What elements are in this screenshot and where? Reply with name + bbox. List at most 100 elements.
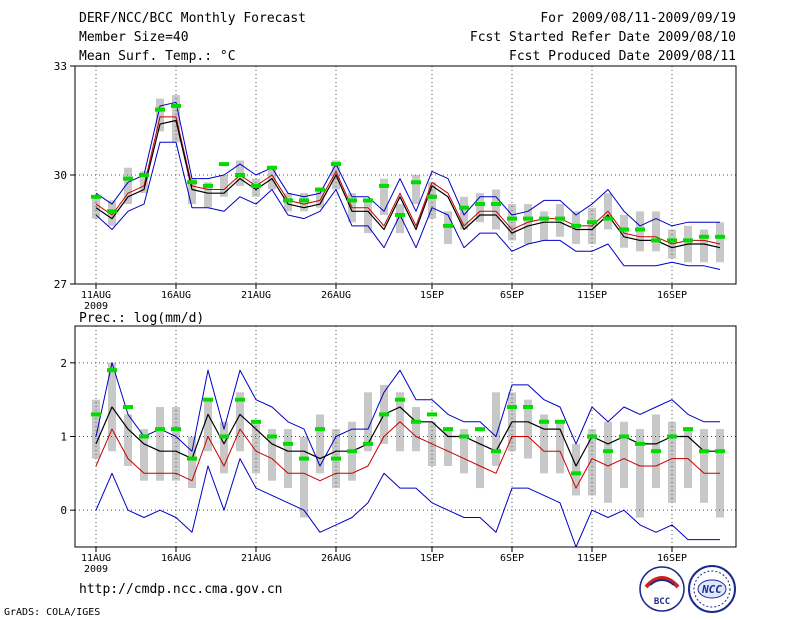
prec-spread-box	[92, 399, 100, 459]
prec-spread-box	[188, 436, 196, 489]
chart-title: DERF/NCC/BCC Monthly Forecast	[79, 11, 306, 26]
prec-observed-marker	[443, 427, 453, 432]
prec-observed-marker	[251, 419, 261, 424]
prec-spread-box	[556, 421, 564, 474]
prec-observed-marker	[459, 434, 469, 439]
prec-observed-marker	[219, 434, 229, 439]
prec-observed-marker	[635, 441, 645, 446]
prec-spread-box	[300, 436, 308, 518]
temp-spread-box	[716, 222, 724, 263]
prec-member-max-line	[95, 362, 720, 467]
temp-x-tick-label: 11AUG	[81, 290, 111, 301]
prec-spread-box	[620, 421, 628, 489]
temp-x-tick-label: 11SEP	[577, 290, 607, 301]
temp-observed-marker	[283, 198, 293, 203]
temp-x-tick-label: 6SEP	[500, 290, 524, 301]
temp-x-tick-label: 16AUG	[161, 290, 191, 301]
temp-spread-box	[124, 167, 132, 205]
prec-observed-marker	[587, 434, 597, 439]
temp-member-max-line	[95, 101, 720, 227]
prec-ensemble-mean-line	[95, 406, 720, 467]
temp-observed-marker	[715, 234, 725, 239]
temp-observed-marker	[651, 238, 661, 243]
temp-observed-marker	[507, 216, 517, 221]
forecast-period-label: For 2009/08/11-2009/09/19	[540, 11, 736, 26]
prec-observed-marker	[235, 397, 245, 402]
temp-observed-marker	[107, 209, 117, 214]
prec-x-tick-label: 11SEP	[577, 553, 607, 564]
temp-observed-marker	[235, 173, 245, 177]
temp-x-tick-label: 21AUG	[241, 290, 271, 301]
prec-observed-marker	[267, 434, 277, 439]
temp-observed-marker	[683, 238, 693, 243]
prec-observed-marker	[123, 405, 133, 410]
prec-y-tick-label: 0	[60, 504, 67, 517]
prec-x-tick-label: 16AUG	[161, 553, 191, 564]
prec-spread-box	[316, 414, 324, 474]
temp-y-tick-label: 27	[54, 278, 67, 291]
temp-member-min-line	[95, 141, 721, 270]
temp-spread-box	[220, 175, 228, 197]
temp-observed-marker	[171, 103, 181, 108]
prec-observed-marker	[699, 449, 709, 454]
temp-x-tick-label: 16SEP	[657, 290, 687, 301]
forecast-produced-label: Fcst Produced Date 2009/08/11	[509, 49, 736, 64]
prec-red-mean-line	[95, 421, 720, 489]
temp-observed-marker	[475, 202, 485, 207]
prec-spread-box	[172, 407, 180, 481]
temp-y-tick-label: 30	[54, 169, 67, 182]
temp-observed-marker	[555, 216, 565, 221]
temp-spread-box	[140, 171, 148, 194]
temp-observed-marker	[187, 180, 197, 185]
temp-spread-box	[428, 182, 436, 219]
source-url-link[interactable]: http://cmdp.ncc.cma.gov.cn	[79, 582, 283, 597]
temp-observed-marker	[123, 176, 133, 181]
prec-observed-marker	[667, 434, 677, 439]
prec-observed-marker	[539, 419, 549, 424]
temp-observed-marker	[587, 220, 597, 225]
temp-observed-marker	[347, 198, 357, 203]
temp-spread-box	[476, 193, 484, 223]
temp-spread-box	[540, 211, 548, 241]
prec-x-tick-label: 26AUG	[321, 553, 351, 564]
temp-x-tick-label: 1SEP	[420, 290, 444, 301]
prec-observed-marker	[283, 441, 293, 446]
prec-observed-marker	[331, 456, 341, 461]
temp-spread-box	[412, 175, 420, 205]
temp-observed-marker	[571, 223, 581, 228]
prec-observed-marker	[683, 427, 693, 432]
prec-observed-marker	[139, 434, 149, 439]
ncc-logo: NCC	[688, 565, 736, 613]
prec-y-tick-label: 2	[60, 357, 67, 370]
temp-observed-marker	[203, 183, 213, 188]
prec-observed-marker	[523, 405, 533, 410]
temp-x-year-label: 2009	[84, 301, 108, 312]
prec-x-year-label: 2009	[84, 564, 108, 575]
prec-spread-box	[284, 429, 292, 489]
prec-x-tick-label: 11AUG	[81, 553, 111, 564]
prec-observed-marker	[619, 434, 629, 439]
temp-spread-box	[492, 189, 500, 230]
prec-observed-marker	[107, 368, 117, 373]
temp-spread-box	[204, 182, 212, 208]
precipitation-panel-title: Prec.: log(mm/d)	[79, 311, 205, 326]
temp-spread-box	[524, 204, 532, 245]
temp-observed-marker	[299, 198, 309, 203]
temp-spread-box	[700, 229, 708, 263]
prec-spread-box	[412, 407, 420, 452]
temp-observed-marker	[155, 107, 165, 112]
prec-observed-marker	[91, 412, 101, 417]
temp-spread-box	[460, 196, 468, 230]
prec-spread-box	[268, 429, 276, 481]
bcc-logo: BCC	[639, 566, 685, 612]
temp-observed-marker	[395, 212, 405, 217]
temp-observed-marker	[619, 227, 629, 232]
temp-observed-marker	[267, 165, 277, 170]
prec-x-tick-label: 16SEP	[657, 553, 687, 564]
temp-observed-marker	[139, 173, 149, 177]
temp-spread-box	[396, 204, 404, 234]
temp-spread-box	[316, 189, 324, 208]
grads-credit: GrADS: COLA/IGES	[4, 607, 101, 618]
temp-plot-area	[75, 66, 736, 284]
